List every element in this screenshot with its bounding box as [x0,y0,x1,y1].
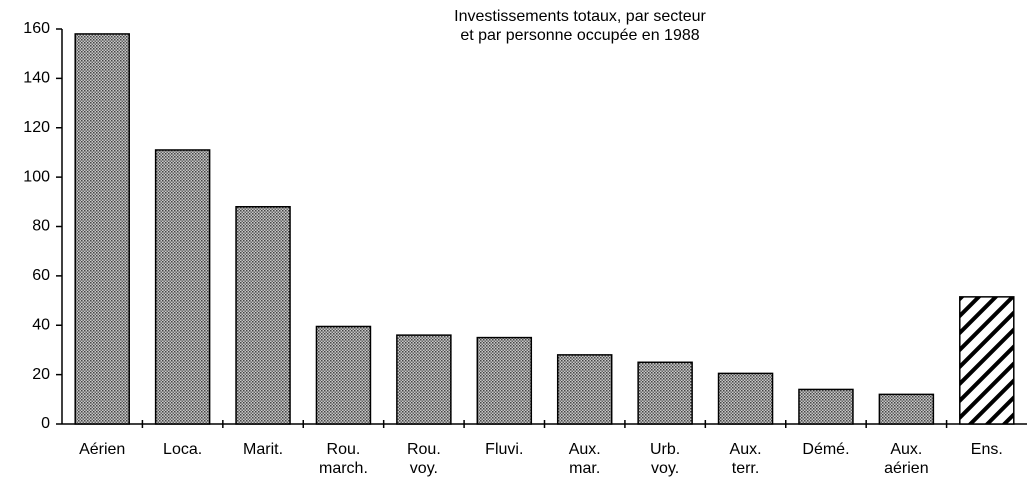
bar [235,206,291,425]
x-tick-label: Rou. march. [319,441,368,477]
x-tick-label: Aux. aérien [884,441,928,477]
bar [959,296,1015,425]
x-tick-label: Marit. [243,441,283,458]
y-tick-label: 40 [32,316,50,333]
x-tick-label: Fluvi. [485,441,523,458]
x-tick-label: Aux. mar. [569,441,601,477]
bar [717,372,774,425]
y-tick-label: 160 [23,20,50,37]
bar [798,388,854,425]
x-tick-label: Démé. [802,441,849,458]
bar [396,334,452,425]
y-tick-label: 60 [32,267,50,284]
bar [637,361,693,425]
bar [556,354,613,425]
y-tick-label: 0 [41,415,50,432]
x-tick-label: Loca. [163,441,202,458]
y-tick-label: 120 [23,119,50,136]
bar [154,149,211,425]
y-tick-label: 100 [23,168,50,185]
x-tick-label: Aérien [79,441,125,458]
x-tick-label: Rou. voy. [407,441,441,477]
y-tick-label: 140 [23,70,50,87]
x-tick-label: Urb. voy. [650,441,680,477]
x-tick-label: Aux. terr. [730,441,762,477]
bar [74,33,130,425]
bar [878,393,935,425]
chart-title: Investissements totaux, par secteur et pa… [454,8,706,44]
y-tick-label: 80 [32,218,50,235]
bar [476,336,533,425]
bar [315,325,372,425]
x-tick-label: Ens. [971,441,1003,458]
y-tick-label: 20 [32,366,50,383]
